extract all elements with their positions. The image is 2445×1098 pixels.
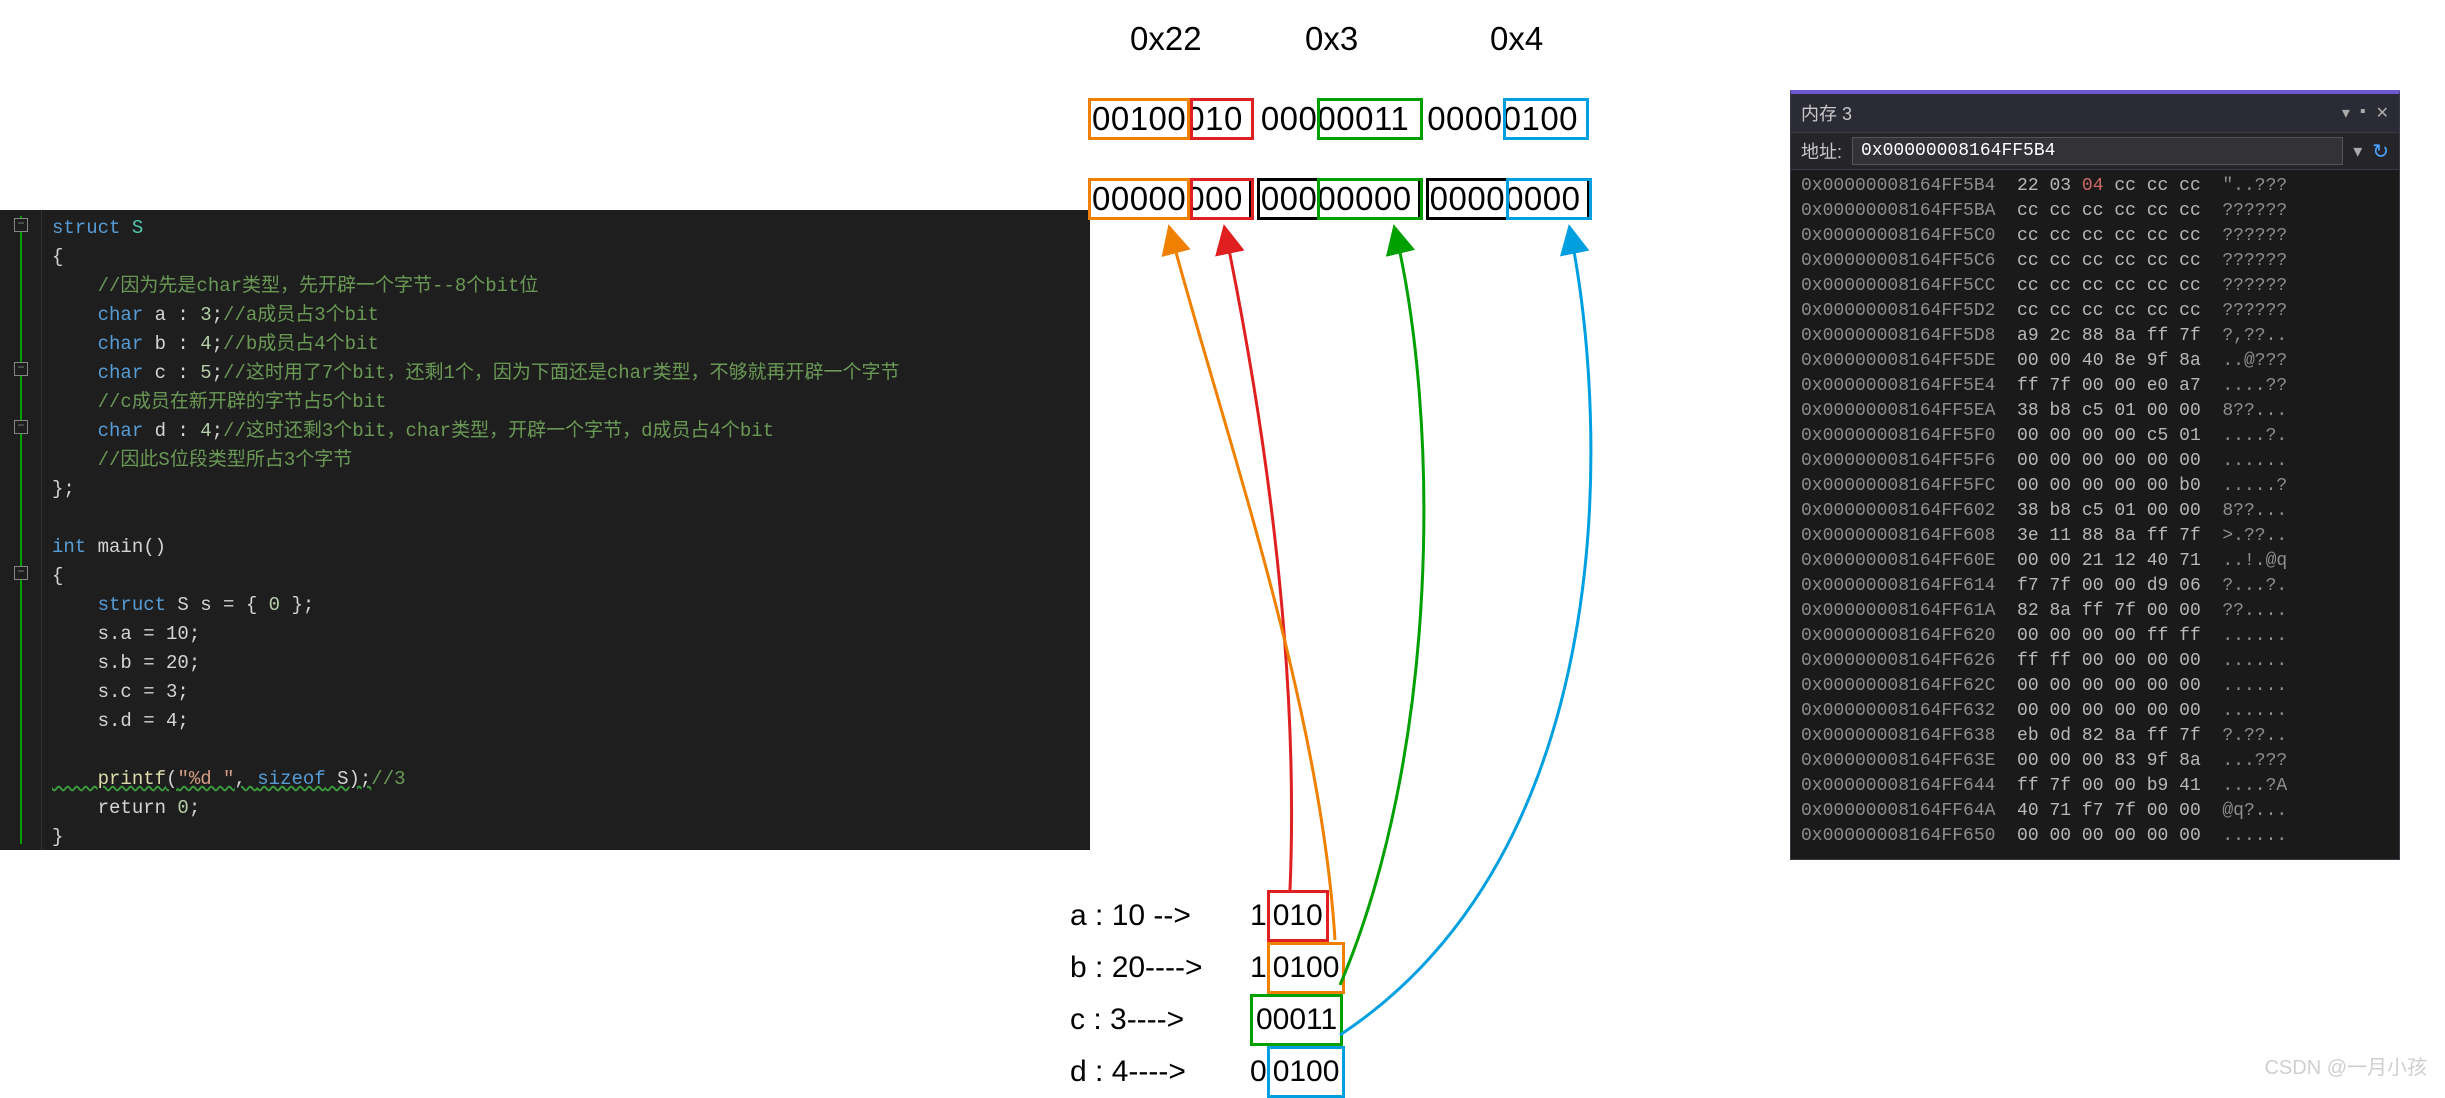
value-list: a : 10 --> 1010 b : 20----> 10100 c : 3-… — [1070, 890, 1345, 1098]
value-label: d : 4----> — [1070, 1049, 1250, 1095]
code-token: char — [52, 362, 143, 384]
hex-label-2: 0x3 — [1305, 20, 1358, 58]
bits-boxed: 010 — [1267, 890, 1329, 942]
fold-icon[interactable]: − — [14, 362, 28, 376]
value-label: b : 20----> — [1070, 945, 1250, 991]
memory-title: 内存 3 — [1801, 100, 1852, 126]
code-token: S — [120, 217, 143, 239]
code-comment: //因为先是char类型，先开辟一个字节--8个bit位 — [52, 275, 538, 297]
code-token: } — [52, 826, 63, 848]
value-label: a : 10 --> — [1070, 893, 1250, 939]
fold-icon[interactable]: − — [14, 420, 28, 434]
byte-1: 00100010 — [1090, 100, 1245, 138]
code-token: char — [52, 333, 143, 355]
byte-2: 00000000 — [1259, 180, 1414, 218]
value-row-c: c : 3----> 00011 — [1070, 994, 1345, 1046]
code-token: { — [52, 246, 63, 268]
code-token: struct — [52, 217, 120, 239]
code-token: s.a = 10; — [52, 623, 200, 645]
fold-icon[interactable]: − — [14, 218, 28, 232]
byte-1: 00000000 — [1090, 180, 1245, 218]
code-token: struct — [52, 594, 166, 616]
memory-dump: 0x00000008164FF5B4 22 03 04 cc cc cc "..… — [1791, 170, 2399, 859]
value-label: c : 3----> — [1070, 997, 1250, 1043]
dropdown-icon[interactable]: ▾ — [2342, 103, 2350, 123]
memory-titlebar: 内存 3 ▾ ▪ ✕ — [1791, 94, 2399, 132]
bits-boxed: 0100 — [1267, 1046, 1346, 1098]
byte-3: 00000000 — [1428, 180, 1583, 218]
fold-icon[interactable]: − — [14, 566, 28, 580]
code-token: return — [52, 797, 177, 819]
bits-boxed: 0100 — [1267, 942, 1346, 994]
watermark: CSDN @一月小孩 — [2264, 1051, 2427, 1080]
memory-panel: 内存 3 ▾ ▪ ✕ 地址: ▾ ↻ 0x00000008164FF5B4 22… — [1790, 90, 2400, 860]
address-label: 地址: — [1801, 138, 1842, 164]
code-gutter: − − − − — [0, 210, 42, 850]
byte-2: 00000011 — [1259, 100, 1411, 138]
code-token: }; — [52, 478, 75, 500]
code-token: s.d = 4; — [52, 710, 189, 732]
dropdown-icon[interactable]: ▾ — [2353, 141, 2362, 162]
bit-row-1: 00100010 00000011 00000100 — [1090, 100, 1580, 138]
byte-3: 00000100 — [1425, 100, 1580, 138]
code-token: char — [52, 304, 143, 326]
bits-boxed: 00011 — [1250, 994, 1343, 1046]
code-token: { — [52, 565, 63, 587]
pin-icon[interactable]: ▪ — [2360, 103, 2366, 123]
bit-row-2: 00000000 00000000 00000000 — [1090, 180, 1582, 218]
value-row-d: d : 4----> 00100 — [1070, 1046, 1345, 1098]
value-row-b: b : 20----> 10100 — [1070, 942, 1345, 994]
code-body: struct S { //因为先是char类型，先开辟一个字节--8个bit位 … — [42, 210, 907, 850]
code-token: int — [52, 536, 86, 558]
refresh-icon[interactable]: ↻ — [2372, 139, 2389, 164]
code-comment: //因此S位段类型所占3个字节 — [52, 449, 352, 471]
close-icon[interactable]: ✕ — [2376, 103, 2389, 123]
hex-label-1: 0x22 — [1130, 20, 1202, 58]
code-comment: //c成员在新开辟的字节占5个bit — [52, 391, 386, 413]
code-token: char — [52, 420, 143, 442]
code-editor: − − − − struct S { //因为先是char类型，先开辟一个字节-… — [0, 210, 1090, 850]
value-row-a: a : 10 --> 1010 — [1070, 890, 1345, 942]
address-input[interactable] — [1852, 137, 2343, 165]
code-token: printf — [52, 768, 166, 790]
code-token: s.b = 20; — [52, 652, 200, 674]
code-token: s.c = 3; — [52, 681, 189, 703]
hex-label-3: 0x4 — [1490, 20, 1543, 58]
memory-address-bar: 地址: ▾ ↻ — [1791, 132, 2399, 170]
